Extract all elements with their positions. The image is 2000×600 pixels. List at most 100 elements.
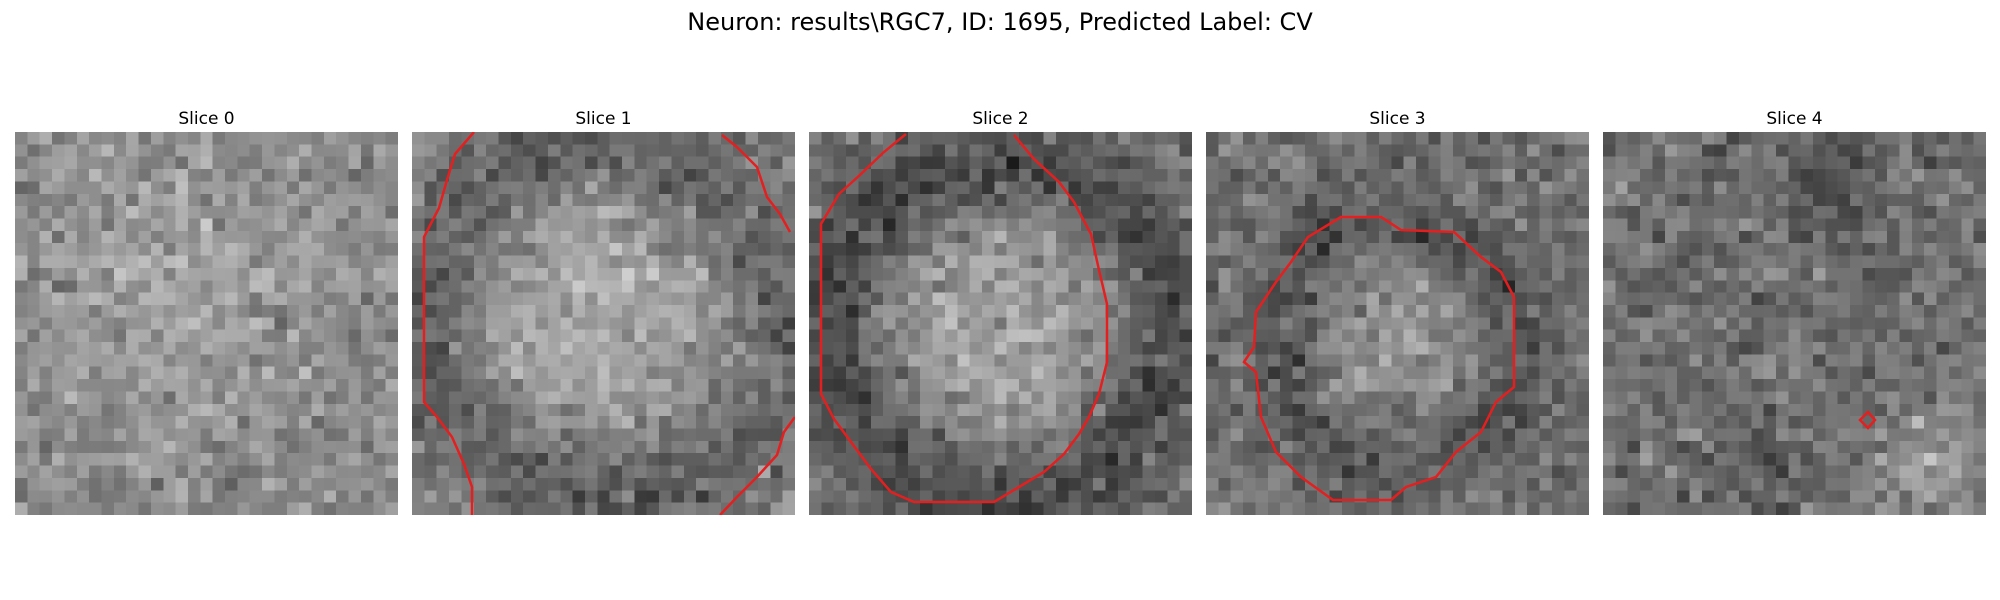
- pixel: [1130, 132, 1144, 145]
- pixel: [584, 144, 598, 158]
- pixel: [1961, 243, 1975, 257]
- pixel: [348, 428, 362, 442]
- pixel: [1551, 218, 1565, 232]
- pixel: [757, 428, 771, 442]
- pixel: [1564, 440, 1578, 454]
- pixel: [1640, 280, 1654, 294]
- pixel: [572, 502, 586, 515]
- pixel: [1019, 379, 1032, 393]
- pixel: [1763, 379, 1777, 393]
- pixel: [138, 428, 152, 442]
- pixel: [1317, 366, 1331, 380]
- pixel: [1019, 354, 1032, 368]
- pixel: [1924, 465, 1938, 479]
- pixel: [1243, 267, 1257, 281]
- pixel: [1603, 267, 1616, 281]
- pixel: [262, 465, 276, 479]
- pixel: [1230, 132, 1244, 145]
- pixel: [52, 342, 66, 355]
- pixel: [1813, 354, 1826, 368]
- pixel: [895, 440, 909, 454]
- pixel: [1354, 292, 1368, 306]
- pixel: [89, 206, 103, 220]
- pixel: [745, 304, 759, 318]
- pixel: [1973, 304, 1986, 318]
- pixel: [1117, 132, 1131, 145]
- pixel: [1763, 181, 1777, 195]
- pixel: [733, 440, 747, 454]
- pixel: [1490, 490, 1504, 504]
- pixel: [1775, 292, 1789, 306]
- pixel: [1936, 304, 1950, 318]
- pixel: [1403, 304, 1417, 318]
- pixel: [1539, 477, 1553, 491]
- pixel: [1243, 403, 1257, 417]
- pixel: [1701, 132, 1715, 145]
- pixel: [1080, 304, 1094, 318]
- pixel: [311, 477, 325, 491]
- pixel: [1080, 292, 1094, 306]
- pixel: [745, 477, 759, 491]
- pixel: [15, 477, 28, 491]
- pixel: [1403, 416, 1417, 430]
- pixel: [584, 502, 598, 515]
- pixel: [1627, 218, 1641, 232]
- pixel: [770, 329, 784, 343]
- pixel: [1551, 144, 1565, 158]
- pixel: [212, 280, 226, 294]
- pixel: [1230, 465, 1244, 479]
- pixel: [683, 144, 697, 158]
- pixel: [1280, 490, 1294, 504]
- pixel: [597, 230, 611, 244]
- pixel: [1961, 267, 1975, 281]
- pixel: [547, 391, 561, 405]
- pixel: [1837, 243, 1851, 257]
- pixel: [1775, 156, 1789, 170]
- pixel: [461, 206, 475, 220]
- pixel: [1763, 453, 1777, 467]
- pixel: [200, 267, 214, 281]
- pixel: [1218, 440, 1232, 454]
- pixel: [733, 156, 747, 170]
- pixel: [1006, 366, 1020, 380]
- pixel: [64, 292, 78, 306]
- pixel: [1751, 255, 1765, 269]
- pixel: [323, 465, 337, 479]
- pixel: [237, 255, 251, 269]
- pixel: [15, 379, 28, 393]
- pixel: [1514, 206, 1528, 220]
- pixel: [907, 465, 921, 479]
- pixel: [782, 428, 795, 442]
- pixel: [52, 156, 66, 170]
- pixel: [634, 416, 648, 430]
- pixel: [1527, 342, 1541, 355]
- pixel: [486, 403, 500, 417]
- pixel: [994, 169, 1008, 183]
- pixel: [622, 132, 635, 145]
- pixel: [175, 230, 189, 244]
- pixel: [708, 354, 722, 368]
- pixel: [720, 354, 734, 368]
- pixel: [1490, 193, 1504, 207]
- pixel: [64, 243, 78, 257]
- pixel: [1961, 156, 1975, 170]
- pixel: [360, 255, 374, 269]
- pixel: [1714, 391, 1728, 405]
- pixel: [1019, 206, 1032, 220]
- pixel: [821, 243, 835, 257]
- pixel: [113, 403, 127, 417]
- pixel: [683, 490, 697, 504]
- pixel: [1627, 403, 1641, 417]
- pixel: [336, 366, 350, 380]
- pixel: [1640, 329, 1654, 343]
- pixel: [1142, 243, 1156, 257]
- pixel: [15, 243, 28, 257]
- pixel: [1267, 477, 1281, 491]
- pixel: [1304, 342, 1318, 355]
- pixel: [1292, 193, 1306, 207]
- pixel: [89, 267, 103, 281]
- pixel: [126, 169, 140, 183]
- pixel: [1304, 132, 1318, 145]
- pixel: [1477, 403, 1491, 417]
- pixel: [1378, 169, 1392, 183]
